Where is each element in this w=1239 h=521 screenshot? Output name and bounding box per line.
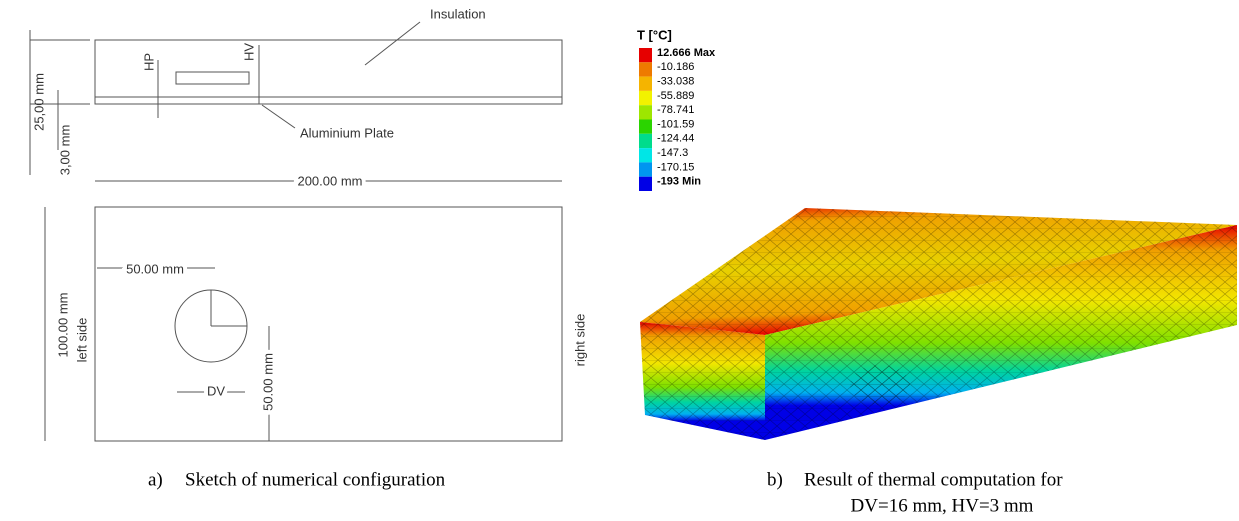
label: 100.00 mm bbox=[55, 292, 70, 357]
legend-swatch bbox=[639, 77, 652, 91]
legend: T [°C] 12.666 Max -10.186 -33.038 -55.889 -7… bbox=[637, 27, 716, 191]
label: HP bbox=[141, 53, 156, 71]
captions: a) Sketch of numerical configuration b) … bbox=[148, 469, 1063, 516]
channel-mesh bbox=[850, 365, 910, 405]
label: left side bbox=[74, 318, 89, 363]
legend-swatch bbox=[639, 91, 652, 105]
legend-label: -124.44 bbox=[657, 133, 694, 145]
channel bbox=[176, 72, 249, 84]
legend-label: -170.15 bbox=[657, 161, 694, 173]
legend-label: -78.741 bbox=[657, 104, 694, 116]
legend-swatch bbox=[639, 105, 652, 119]
caption-marker: b) bbox=[767, 469, 783, 490]
side-view bbox=[95, 40, 562, 104]
legend-title: T [°C] bbox=[637, 27, 672, 42]
caption-marker: a) bbox=[148, 469, 163, 490]
label: 50.00 mm bbox=[126, 261, 184, 276]
figure: Insulation Aluminium Plate HP HV 25,00 m… bbox=[0, 0, 1239, 521]
legend-label: -33.038 bbox=[657, 76, 694, 88]
mesh bbox=[640, 322, 765, 440]
label: Insulation bbox=[430, 6, 486, 21]
caption: DV=16 mm, HV=3 mm bbox=[851, 495, 1034, 516]
caption: Sketch of numerical configuration bbox=[185, 469, 446, 490]
label: 50.00 mm bbox=[260, 353, 275, 411]
legend-swatch bbox=[639, 134, 652, 148]
label: 3,00 mm bbox=[57, 125, 72, 176]
leader bbox=[262, 105, 295, 128]
legend-label: -193 Min bbox=[657, 176, 701, 188]
legend-label: -147.3 bbox=[657, 147, 688, 159]
label: Aluminium Plate bbox=[300, 125, 394, 140]
label: HV bbox=[241, 43, 256, 61]
legend-label: 12.666 Max bbox=[657, 47, 716, 59]
legend-swatch bbox=[639, 120, 652, 134]
caption: Result of thermal computation for bbox=[804, 469, 1063, 490]
legend-swatch bbox=[639, 148, 652, 162]
legend-swatch bbox=[639, 62, 652, 76]
sketch: Insulation Aluminium Plate HP HV 25,00 m… bbox=[30, 6, 587, 441]
legend-label: -101.59 bbox=[657, 118, 694, 130]
legend-swatch bbox=[639, 48, 652, 62]
label: 25,00 mm bbox=[31, 73, 46, 131]
legend-label: -55.889 bbox=[657, 90, 694, 102]
plan-view bbox=[95, 207, 562, 441]
label: DV bbox=[207, 383, 225, 398]
legend-swatch bbox=[639, 162, 652, 176]
legend-label: -10.186 bbox=[657, 61, 694, 73]
legend-swatch bbox=[639, 177, 652, 191]
leader bbox=[365, 22, 420, 65]
thermal-render bbox=[640, 208, 1237, 440]
label: right side bbox=[572, 314, 587, 367]
label: 200.00 mm bbox=[297, 173, 362, 188]
